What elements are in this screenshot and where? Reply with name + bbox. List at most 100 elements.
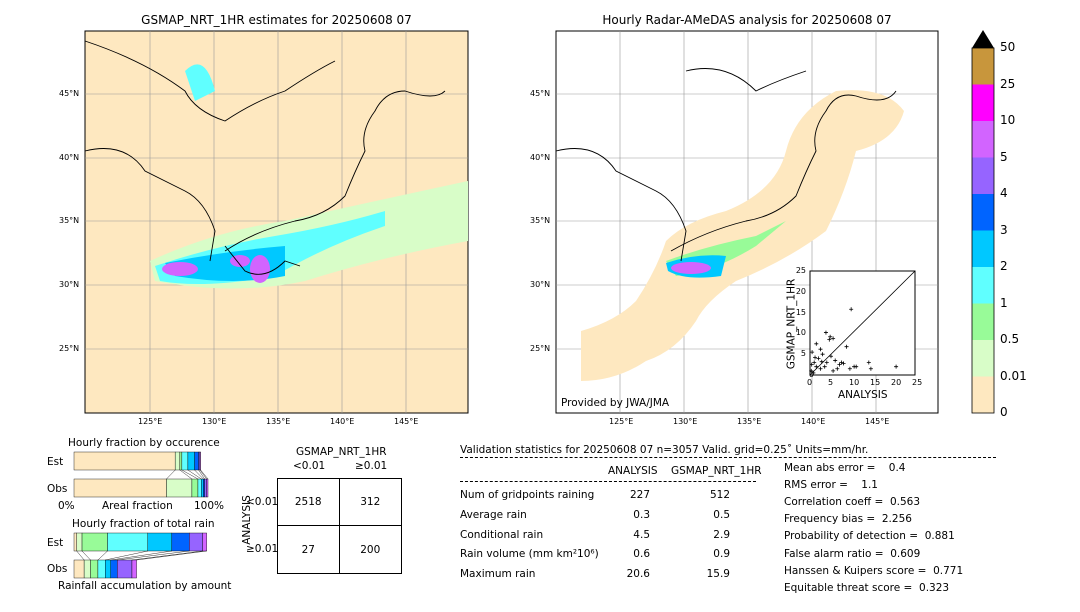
scatter-ytick: 0 [808,370,814,379]
rain-band [150,64,468,289]
scatter-point [839,360,844,365]
obs-segment [166,478,193,498]
scatter-point [824,360,829,365]
scatter-point [823,330,828,335]
lat-tick: 30°N [59,280,80,289]
colorbar-segment [972,376,994,413]
radar-coverage [581,90,904,381]
scatter-ytick: 10 [795,328,806,338]
scatter-point [818,347,823,352]
stats-gsmap-value: 0.5 [713,508,730,521]
scatter-point [819,359,824,364]
scatter-xtick: 20 [891,378,902,387]
lat-tick: 45°N [530,89,551,98]
est-segment [73,532,77,552]
scatter-point [818,366,823,371]
obs-segment [90,559,99,579]
rain-est-label: Est [47,537,64,549]
est-segment [198,451,201,471]
stats-row-label: Num of gridpoints raining [460,489,595,501]
score-line: RMS error = 1.1 [784,479,878,492]
scatter-point [820,352,825,357]
colorbar-extend-arrow [972,30,994,48]
colorbar-label: 25 [1000,76,1016,91]
stats-gsmap-value: 15.9 [706,568,730,581]
occurrence-title: Hourly fraction by occurence [68,437,220,449]
est-segment [76,532,83,552]
colorbar-segment [972,267,994,304]
right-map [555,30,939,414]
stats-row-label: Conditional rain [460,528,544,541]
stats-analysis-value: 227 [629,489,650,501]
colorbar-segment [972,340,994,377]
stats-analysis-value: 0.6 [633,548,650,561]
colorbar-segment [972,230,994,267]
lat-tick: 45°N [59,89,80,98]
stats-header: Validation statistics for 20250608 07 n=… [460,444,869,456]
colorbar-label: 0 [1000,405,1008,419]
obs-segment [73,559,85,579]
score-line: Hanssen & Kuipers score = 0.771 [784,564,964,577]
cell-false-alarm: 312 [339,479,401,526]
stats-analysis-value: 20.6 [626,568,650,581]
score-line: Equitable threat score = 0.323 [784,581,950,594]
scatter-ytick: 20 [795,286,806,296]
obs-segment [131,559,137,579]
scatter-point [829,354,833,359]
colorbar-segment [972,303,994,340]
scatter-plot [809,270,916,376]
scatter-point [866,360,871,365]
lon-tick: 130°E [673,417,698,426]
obs-segment [83,559,91,579]
contingency-col2: ≥0.01 [355,460,388,472]
left-map [84,30,469,414]
scatter-xtick: 5 [828,378,834,387]
obs-segment [105,559,112,579]
scatter-point [809,368,814,373]
cell-miss: 27 [278,526,340,573]
scatter-point [835,366,840,371]
stats-analysis-value: 0.3 [633,508,650,521]
est-segment [171,532,190,552]
scatter-point [814,364,819,369]
scatter-point [809,362,814,367]
obs-segment [206,478,209,498]
occ-x-mid: Areal fraction [102,500,173,512]
stats-row-label: Average rain [460,508,527,521]
est-segment [194,451,199,471]
stats-col1: ANALYSIS [608,465,658,477]
colorbar-label: 2 [1000,259,1008,273]
colorbar-segment [972,121,994,158]
scatter-ytick: 15 [795,307,806,317]
stats-analysis-value: 4.5 [633,528,650,541]
right-map-title: Hourly Radar-AMeDAS analysis for 2025060… [602,13,892,27]
credit-text: Provided by JWA/JMA [561,397,670,409]
rain-obs-label: Obs [47,563,68,575]
scatter-xtick: 25 [912,378,923,387]
lon-tick: 145°E [865,417,890,426]
lon-tick: 125°E [609,417,634,426]
left-map-title: GSMAP_NRT_1HR estimates for 20250608 07 [141,13,412,27]
lon-tick: 130°E [202,417,227,426]
lon-tick: 140°E [330,417,355,426]
scatter-point [837,362,842,367]
est-segment [81,532,108,552]
scatter-xtick: 15 [870,378,881,387]
score-line: Correlation coeff = 0.563 [784,496,920,509]
est-segment [73,451,176,471]
colorbar-label: 1 [1000,295,1008,310]
stats-gsmap-value: 512 [709,489,730,501]
scatter-point [847,366,852,371]
colorbar-label: 5 [1000,149,1008,164]
contingency-table: 2518 312 27 200 [277,478,402,574]
lat-tick: 35°N [530,216,551,225]
obs-segment [197,478,202,498]
colorbar-label: 0.01 [1000,368,1027,383]
stats-row-label: Maximum rain [460,568,536,581]
obs-segment [191,478,199,498]
scatter-ytick: 25 [795,266,806,275]
colorbar-label: 4 [1000,186,1008,200]
scatter-point [894,364,899,369]
colorbar-segment [972,84,994,121]
lat-tick: 30°N [530,280,551,289]
